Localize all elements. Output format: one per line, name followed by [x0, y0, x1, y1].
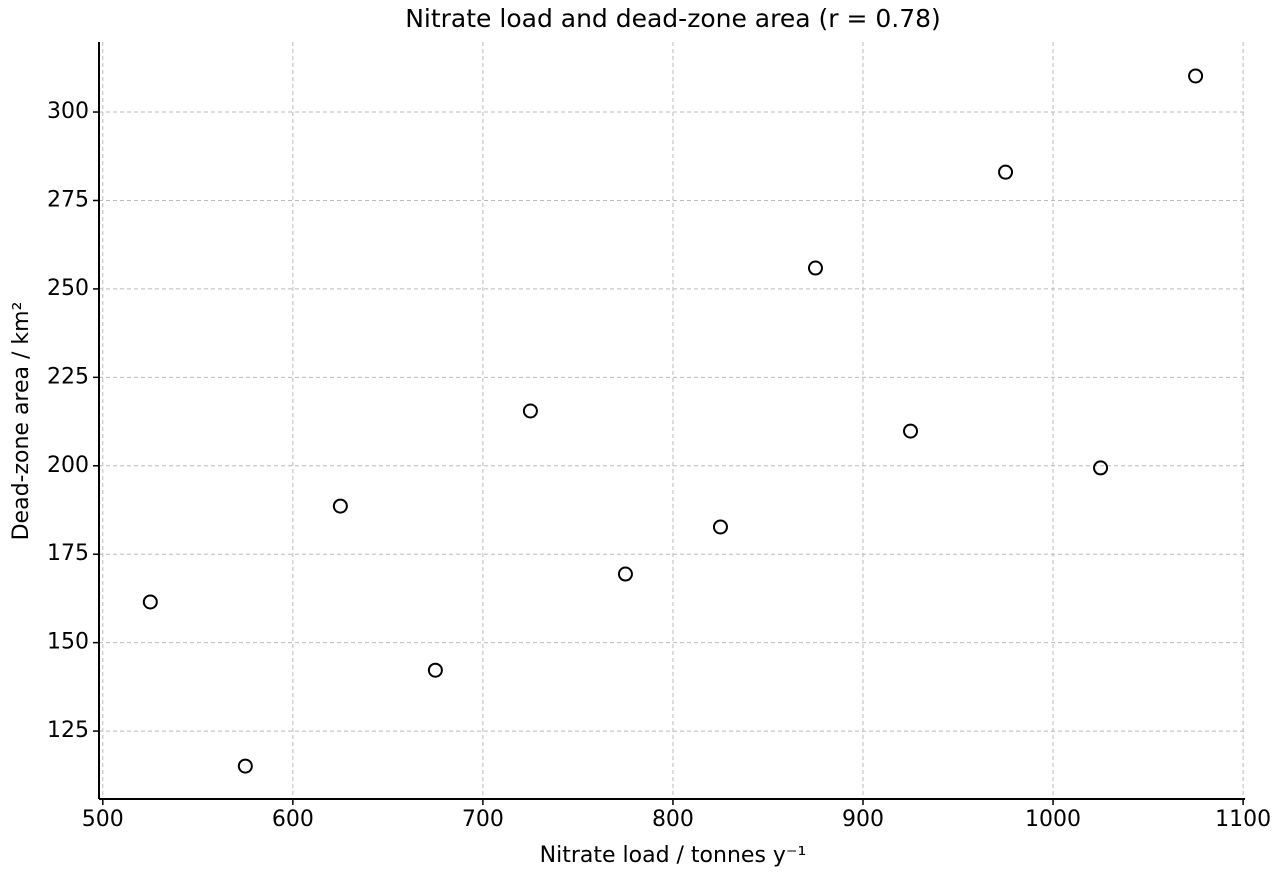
y-tick-label: 150: [47, 630, 89, 655]
point: [617, 566, 633, 582]
point: [998, 164, 1014, 180]
x-tick-label: 700: [462, 807, 504, 832]
y-axis-label: Dead-zone area / km²: [9, 302, 34, 541]
x-tick-label: 600: [272, 807, 314, 832]
x-tick-label: 900: [842, 807, 884, 832]
point: [142, 594, 158, 610]
point: [427, 662, 443, 678]
point: [522, 403, 538, 419]
point: [332, 498, 348, 514]
point: [807, 260, 823, 276]
y-tick-label: 200: [47, 453, 89, 478]
x-tick-label: 800: [652, 807, 694, 832]
x-axis-label: Nitrate load / tonnes y⁻¹: [540, 843, 807, 868]
y-tick-label: 275: [47, 187, 89, 212]
point: [903, 423, 919, 439]
x-tick-label: 1000: [1025, 807, 1081, 832]
x-tick-label: 1100: [1215, 807, 1271, 832]
chart-title: Nitrate load and dead-zone area (r = 0.7…: [405, 4, 941, 33]
point: [237, 758, 253, 774]
point: [712, 519, 728, 535]
y-tick-label: 250: [47, 276, 89, 301]
point: [1188, 68, 1204, 84]
y-tick-label: 225: [47, 364, 89, 389]
y-tick-label: 125: [47, 718, 89, 743]
point: [1093, 460, 1109, 476]
x-tick-label: 500: [82, 807, 124, 832]
y-tick-label: 175: [47, 541, 89, 566]
y-tick-label: 300: [47, 99, 89, 124]
